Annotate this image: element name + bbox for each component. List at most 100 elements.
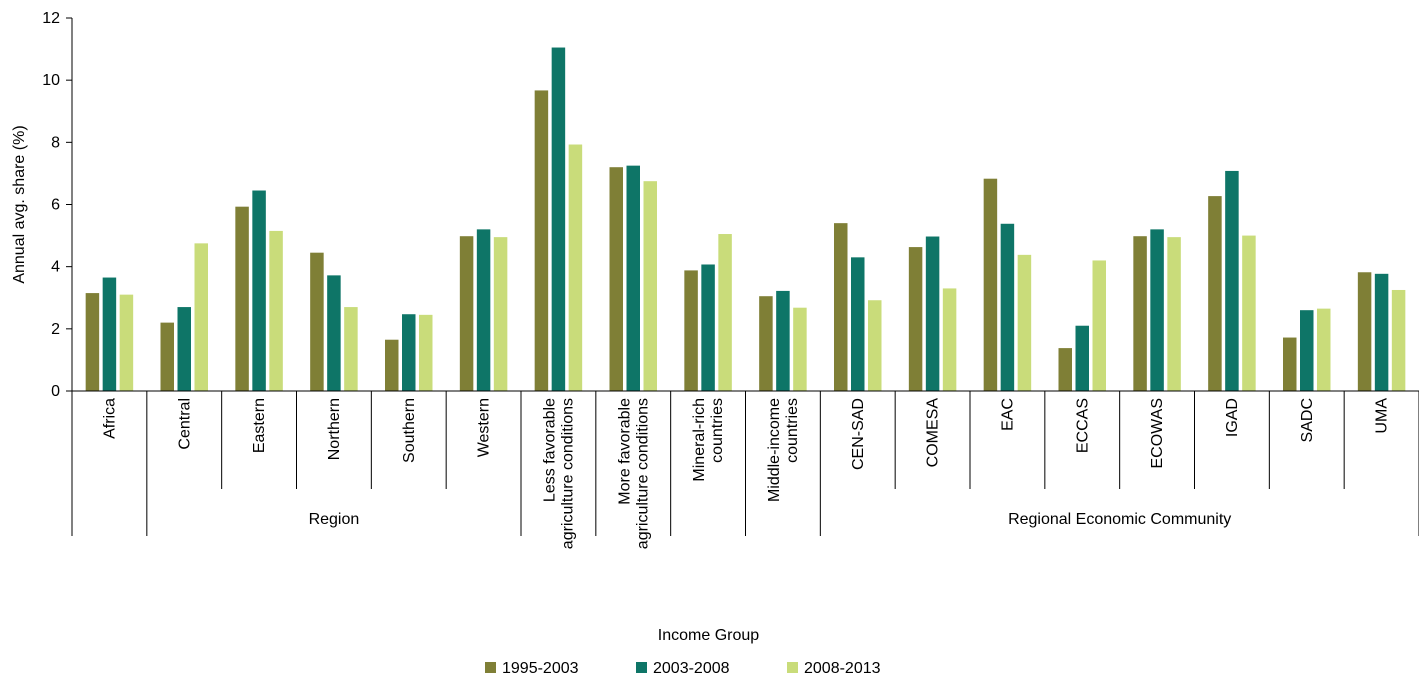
group-label: Region bbox=[309, 511, 360, 528]
bar bbox=[643, 181, 657, 391]
x-tick-label-line: SADC bbox=[1299, 398, 1316, 442]
bar bbox=[1391, 289, 1406, 391]
legend: 1995-2003 2003-2008 2008-2013 bbox=[485, 660, 881, 677]
x-tick-label: Central bbox=[176, 398, 193, 450]
y-tick-label: 0 bbox=[51, 383, 60, 400]
x-tick-label: COMESA bbox=[925, 398, 942, 468]
bar bbox=[1150, 229, 1164, 391]
bar bbox=[1357, 272, 1372, 391]
bar bbox=[235, 206, 249, 391]
y-tick-label: 2 bbox=[51, 321, 60, 338]
bar bbox=[942, 288, 957, 391]
x-tick-label: Southern bbox=[401, 398, 418, 463]
bar bbox=[793, 307, 807, 391]
bar bbox=[1000, 223, 1015, 391]
x-tick-label: Eastern bbox=[251, 398, 268, 453]
x-tick-label-line: CEN-SAD bbox=[850, 398, 867, 470]
bar bbox=[1133, 236, 1147, 391]
bar bbox=[908, 247, 923, 391]
x-tick-label: ECOWAS bbox=[1149, 398, 1166, 469]
x-tick-label-line: Eastern bbox=[251, 398, 268, 453]
y-axis: 0 2 4 6 8 10 12 Annual avg. share (%) bbox=[11, 10, 73, 400]
legend-label: 2008-2013 bbox=[804, 660, 881, 677]
x-tick-label-line: Central bbox=[176, 398, 193, 450]
bar bbox=[1317, 308, 1331, 391]
x-tick-label: Mineral-richcountries bbox=[691, 398, 726, 482]
bar bbox=[160, 322, 174, 391]
bar bbox=[459, 236, 474, 391]
x-tick-label-line: Northern bbox=[326, 398, 343, 460]
legend-swatch bbox=[636, 662, 647, 673]
bar bbox=[119, 294, 134, 391]
bar bbox=[851, 257, 865, 391]
x-tick-label: UMA bbox=[1374, 398, 1391, 434]
bar bbox=[1208, 196, 1222, 391]
bar bbox=[1242, 235, 1256, 391]
bar bbox=[684, 270, 698, 391]
x-tick-label: CEN-SAD bbox=[850, 398, 867, 470]
bar bbox=[1300, 310, 1314, 391]
bar bbox=[551, 47, 566, 391]
x-tick-label: Less favorableagriculture conditions bbox=[541, 398, 576, 549]
bar bbox=[759, 296, 773, 391]
x-tick-label-line: Less favorable bbox=[541, 398, 558, 502]
x-tick-label-line: Western bbox=[476, 398, 493, 457]
bar bbox=[177, 307, 191, 391]
bar bbox=[609, 167, 623, 391]
bar bbox=[1075, 325, 1089, 391]
bar bbox=[1017, 254, 1032, 391]
bar bbox=[476, 229, 491, 391]
x-tick-label-line: COMESA bbox=[925, 398, 942, 468]
x-tick-label-line: agriculture conditions bbox=[634, 398, 651, 549]
x-axis: Africa Central Eastern Northern Southern West… bbox=[71, 390, 1419, 644]
legend-label: 1995-2003 bbox=[502, 660, 579, 677]
x-tick-label-line: Southern bbox=[401, 398, 418, 463]
bar bbox=[385, 339, 399, 391]
bars bbox=[85, 47, 1406, 391]
bar bbox=[776, 290, 790, 391]
group-label: Regional Economic Community bbox=[1008, 511, 1231, 528]
bar bbox=[344, 307, 358, 391]
bar bbox=[718, 234, 732, 391]
bar bbox=[252, 190, 266, 391]
x-tick-label: Africa bbox=[101, 398, 118, 439]
x-tick-label: Western bbox=[476, 398, 493, 457]
x-tick-label-line: ECCAS bbox=[1074, 398, 1091, 453]
outer-group-label: Income Group bbox=[658, 627, 759, 644]
bar bbox=[85, 293, 100, 391]
x-tick-label-line: IGAD bbox=[1224, 398, 1241, 437]
x-tick-label-line: Mineral-rich bbox=[691, 398, 708, 482]
x-tick-label-line: EAC bbox=[999, 398, 1016, 431]
x-tick-label: ECCAS bbox=[1074, 398, 1091, 453]
x-tick-label-line: Africa bbox=[101, 398, 118, 439]
bar bbox=[327, 275, 341, 391]
x-tick-label-line: UMA bbox=[1374, 398, 1391, 434]
legend-swatch bbox=[485, 662, 496, 673]
bar bbox=[834, 223, 848, 391]
bar bbox=[102, 277, 117, 391]
bar bbox=[701, 264, 715, 391]
bar bbox=[310, 252, 324, 391]
legend-swatch bbox=[787, 662, 798, 673]
bar bbox=[1374, 273, 1389, 391]
y-tick-label: 12 bbox=[42, 10, 60, 27]
bar bbox=[402, 314, 416, 391]
x-tick-label-line: ECOWAS bbox=[1149, 398, 1166, 469]
bar bbox=[419, 314, 433, 391]
bar bbox=[194, 243, 208, 391]
x-tick-label: IGAD bbox=[1224, 398, 1241, 437]
x-tick-label: EAC bbox=[999, 398, 1016, 431]
x-tick-label: More favorableagriculture conditions bbox=[616, 398, 651, 549]
x-tick-label: Northern bbox=[326, 398, 343, 460]
bar bbox=[983, 178, 998, 391]
y-axis-title: Annual avg. share (%) bbox=[11, 125, 28, 283]
legend-label: 2003-2008 bbox=[653, 660, 730, 677]
bar bbox=[1167, 237, 1181, 391]
bar bbox=[1092, 260, 1106, 391]
bar bbox=[269, 230, 283, 391]
x-tick-label-line: Middle-income bbox=[766, 398, 783, 502]
y-tick-label: 6 bbox=[51, 197, 60, 214]
bar bbox=[493, 237, 508, 391]
bar bbox=[868, 300, 882, 391]
